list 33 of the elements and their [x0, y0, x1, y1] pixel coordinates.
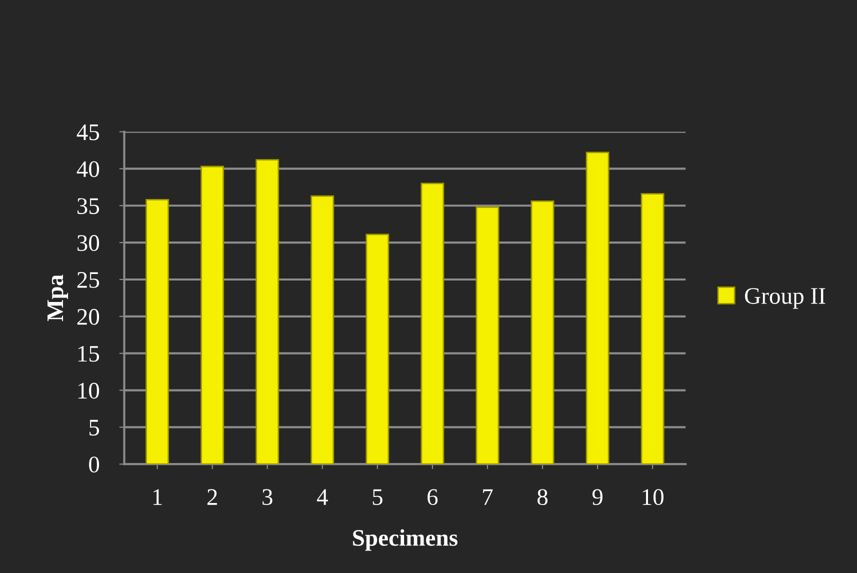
bar: [200, 166, 224, 464]
x-tick-label: 1: [153, 489, 162, 505]
x-axis-title: Specimens: [353, 529, 458, 551]
bar: [530, 200, 554, 464]
y-tick-label: 0: [89, 456, 100, 473]
x-tick-label: 10: [642, 489, 664, 506]
y-tick-label: 35: [77, 198, 100, 214]
y-tick-label: 40: [76, 161, 100, 178]
bar: [476, 206, 500, 464]
x-tick-label: 3: [262, 489, 272, 506]
y-tick-label: 5: [90, 420, 100, 436]
bar: [366, 234, 390, 464]
x-tick-label: 8: [538, 489, 548, 506]
x-tick-label: 2: [207, 489, 217, 505]
x-tick-label: 4: [316, 489, 328, 505]
bar: [420, 182, 444, 464]
bar: [146, 199, 169, 464]
y-tick-label: 45: [76, 124, 100, 140]
y-tick-label: 10: [78, 382, 100, 399]
x-tick-label: 5: [372, 489, 382, 506]
bar: [256, 159, 280, 464]
x-tick-label: 7: [483, 489, 493, 505]
y-tick-label: 15: [78, 346, 100, 362]
x-tick-label: 9: [592, 489, 602, 506]
y-tick-label: 20: [77, 308, 100, 325]
y-tick-label: 30: [77, 235, 100, 251]
x-tick-label: 6: [428, 489, 438, 506]
bar: [586, 152, 610, 464]
bar: [310, 195, 334, 464]
legend-label: Group II: [745, 288, 826, 309]
bar: [640, 193, 664, 464]
y-tick-label: 25: [77, 272, 100, 288]
y-axis-title: Mpa: [48, 274, 68, 322]
